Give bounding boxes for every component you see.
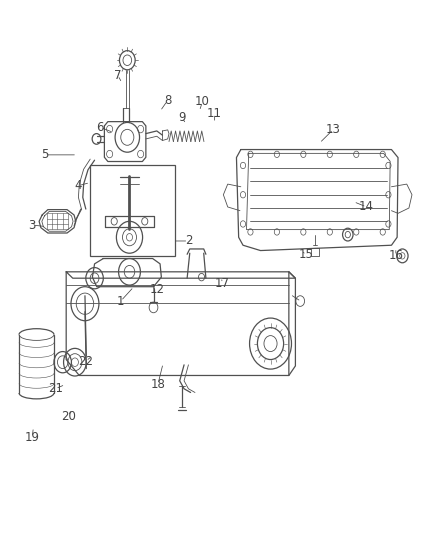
Text: 13: 13: [326, 123, 341, 136]
Text: 9: 9: [178, 111, 186, 124]
Text: 4: 4: [74, 179, 82, 192]
Text: 22: 22: [78, 354, 93, 368]
Text: 3: 3: [28, 219, 36, 231]
Text: 11: 11: [207, 107, 222, 120]
Text: 19: 19: [25, 431, 39, 444]
Text: 17: 17: [215, 277, 230, 290]
Text: 14: 14: [359, 200, 374, 213]
Bar: [90, 165, 175, 256]
Text: 10: 10: [195, 95, 210, 108]
Text: 15: 15: [299, 248, 314, 261]
Text: 16: 16: [389, 249, 403, 262]
Text: 18: 18: [150, 378, 165, 391]
Text: 8: 8: [164, 94, 171, 107]
Text: 1: 1: [117, 295, 124, 308]
Text: 5: 5: [41, 148, 48, 161]
Text: 7: 7: [114, 69, 121, 82]
Text: 20: 20: [61, 410, 76, 423]
Text: 21: 21: [48, 382, 63, 395]
Text: 2: 2: [185, 235, 192, 247]
Text: 6: 6: [96, 120, 104, 134]
Text: 12: 12: [149, 284, 165, 296]
